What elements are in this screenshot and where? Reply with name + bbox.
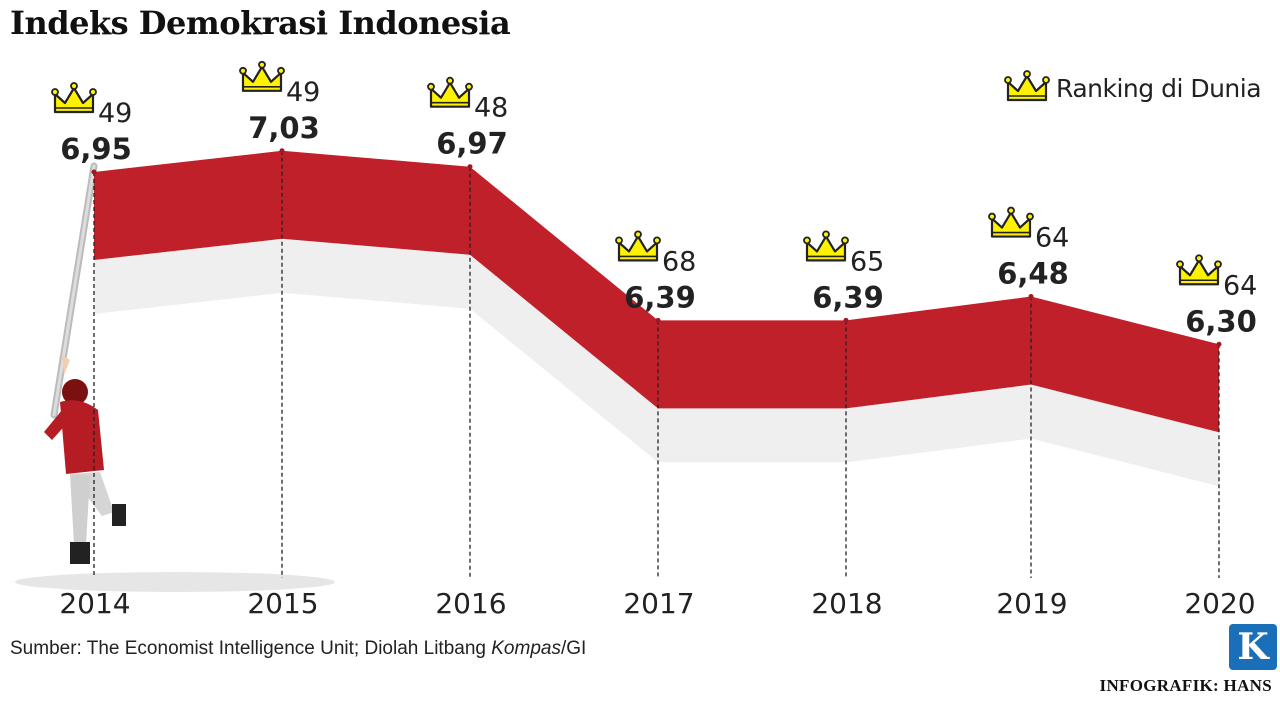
x-tick-label: 2019 bbox=[996, 587, 1067, 620]
crown-icon bbox=[1176, 254, 1222, 286]
legend: Ranking di Dunia bbox=[1004, 68, 1262, 108]
x-tick-label: 2018 bbox=[811, 587, 882, 620]
ranking-label: 49 bbox=[286, 77, 320, 108]
ranking-label: 48 bbox=[474, 93, 508, 124]
crown-icon bbox=[239, 60, 285, 92]
data-label: 6,39 bbox=[812, 280, 884, 314]
kompas-logo: K bbox=[1229, 624, 1277, 670]
data-point bbox=[91, 169, 97, 175]
data-label: 7,03 bbox=[248, 111, 320, 145]
ranking-label: 64 bbox=[1223, 270, 1257, 301]
data-point bbox=[1216, 341, 1222, 347]
crown-icon bbox=[1004, 70, 1050, 102]
ranking-label: 65 bbox=[850, 246, 884, 277]
data-label: 6,48 bbox=[997, 257, 1069, 291]
crown-icon bbox=[615, 230, 661, 262]
x-tick-label: 2014 bbox=[59, 587, 130, 620]
data-point bbox=[843, 317, 849, 323]
x-tick-label: 2020 bbox=[1184, 587, 1255, 620]
data-point bbox=[279, 148, 285, 154]
flag-shadow-band bbox=[94, 238, 1219, 487]
data-label: 6,97 bbox=[436, 127, 508, 161]
crown-icon bbox=[51, 82, 97, 114]
data-point bbox=[655, 317, 661, 323]
data-point bbox=[1028, 294, 1034, 300]
data-label: 6,39 bbox=[624, 280, 696, 314]
crown-icon bbox=[427, 76, 473, 108]
source-publication: Kompas bbox=[491, 638, 561, 659]
ranking-label: 49 bbox=[98, 98, 132, 129]
x-tick-label: 2015 bbox=[247, 587, 318, 620]
chart-title: Indeks Demokrasi Indonesia bbox=[10, 4, 511, 42]
data-label: 6,30 bbox=[1185, 304, 1257, 338]
data-point bbox=[467, 164, 473, 170]
source-suffix: /GI bbox=[560, 638, 587, 659]
crown-icon bbox=[988, 206, 1034, 238]
source-note: Sumber: The Economist Intelligence Unit;… bbox=[10, 638, 586, 660]
infographic-credit: INFOGRAFIK: HANS bbox=[1099, 676, 1272, 695]
ranking-label: 64 bbox=[1035, 223, 1069, 254]
legend-label: Ranking di Dunia bbox=[1056, 73, 1262, 103]
source-prefix: Sumber: The Economist Intelligence Unit;… bbox=[10, 638, 492, 659]
x-tick-label: 2017 bbox=[623, 587, 694, 620]
flag-bearer-illustration bbox=[15, 162, 335, 592]
data-label: 6,95 bbox=[60, 132, 132, 166]
x-tick-label: 2016 bbox=[435, 587, 506, 620]
flag-red-band bbox=[94, 150, 1219, 433]
crown-icon bbox=[803, 230, 849, 262]
ranking-label: 68 bbox=[662, 246, 696, 277]
